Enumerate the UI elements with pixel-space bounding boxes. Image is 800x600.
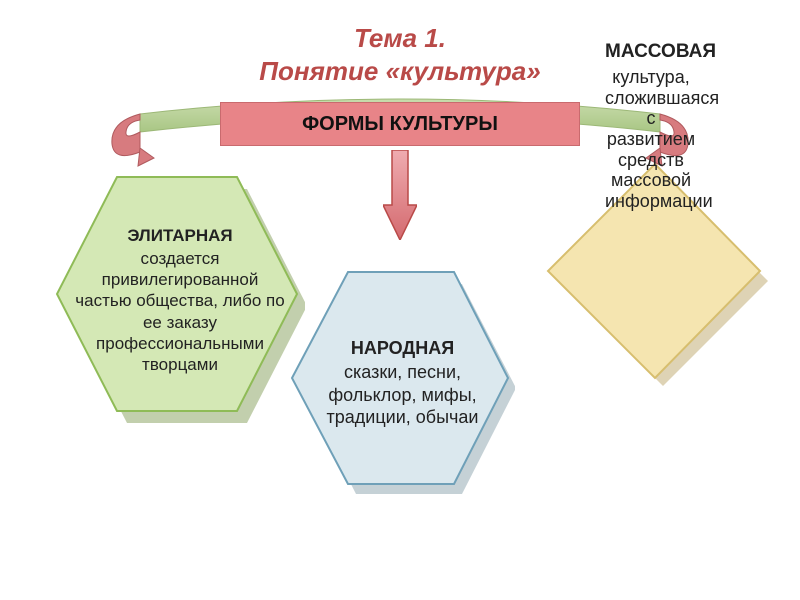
hex-folk-body: сказки, песни, фольклор, мифы, традиции,… bbox=[302, 361, 503, 429]
hex-elite-title: ЭЛИТАРНАЯ bbox=[127, 225, 232, 246]
mass-body: культура, сложившаяся с развитием средст… bbox=[605, 67, 697, 212]
hex-elite-body: создается привилегированной частью общес… bbox=[75, 248, 285, 376]
down-arrow-icon bbox=[383, 150, 417, 240]
header-bar: ФОРМЫ КУЛЬТУРЫ bbox=[220, 102, 580, 146]
hex-elite-text: ЭЛИТАРНАЯ создается привилегированной ча… bbox=[75, 205, 285, 395]
mass-title: МАССОВАЯ bbox=[605, 42, 697, 63]
diagram-stage: { "title": { "line1": "Тема 1.", "line2"… bbox=[0, 0, 800, 600]
hex-folk-title: НАРОДНАЯ bbox=[351, 337, 454, 360]
mass-text-column: МАССОВАЯ культура, сложившаяся с развити… bbox=[605, 42, 697, 212]
hex-elite: ЭЛИТАРНАЯ создается привилегированной ча… bbox=[55, 175, 305, 425]
header-label: ФОРМЫ КУЛЬТУРЫ bbox=[302, 113, 498, 136]
hex-folk-text: НАРОДНАЯ сказки, песни, фольклор, мифы, … bbox=[302, 290, 503, 475]
hex-folk: НАРОДНАЯ сказки, песни, фольклор, мифы, … bbox=[290, 270, 515, 495]
